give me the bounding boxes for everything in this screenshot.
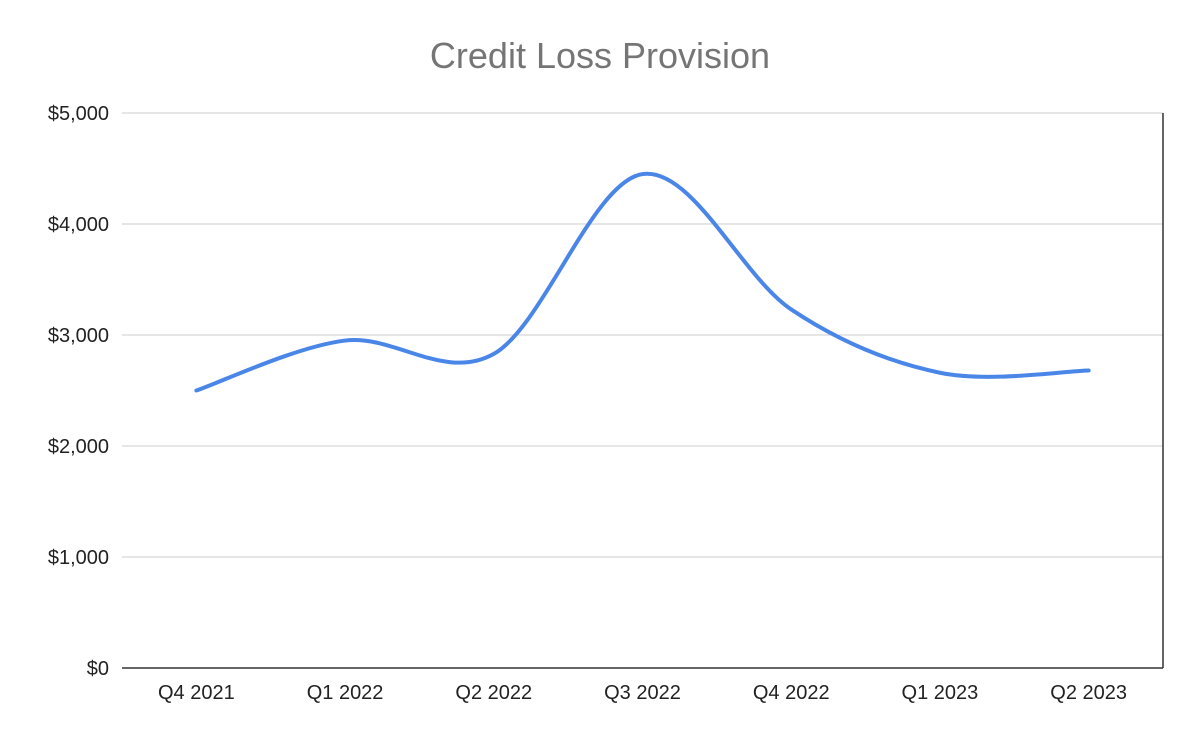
y-tick-label: $4,000 (48, 214, 109, 236)
data-point (788, 306, 794, 312)
axes (122, 113, 1164, 669)
data-point (342, 338, 348, 344)
x-tick-label: Q4 2022 (753, 682, 830, 704)
x-tick-label: Q2 2023 (1050, 682, 1127, 704)
x-tick-label: Q2 2022 (455, 682, 532, 704)
data-point (491, 351, 497, 357)
x-tick-label: Q4 2021 (158, 682, 235, 704)
series-line (194, 171, 1091, 393)
data-point (193, 388, 199, 394)
y-tick-label: $2,000 (48, 436, 109, 458)
y-axis-tick-labels: $0 $1,000 $2,000 $3,000 $4,000 $5,000 (48, 103, 109, 680)
chart-title: Credit Loss Provision (430, 35, 770, 76)
x-tick-label: Q3 2022 (604, 682, 681, 704)
y-tick-label: $3,000 (48, 325, 109, 347)
y-tick-label: $5,000 (48, 103, 109, 125)
x-tick-label: Q1 2023 (902, 682, 979, 704)
x-tick-label: Q1 2022 (307, 682, 384, 704)
y-tick-label: $0 (87, 658, 109, 680)
data-point (1086, 368, 1092, 374)
y-tick-label: $1,000 (48, 547, 109, 569)
series-group (193, 171, 1092, 394)
data-point (937, 370, 943, 376)
data-point (640, 171, 646, 177)
x-axis-tick-labels: Q4 2021 Q1 2022 Q2 2022 Q3 2022 Q4 2022 Q1 20… (158, 682, 1127, 704)
gridlines (122, 112, 1163, 558)
